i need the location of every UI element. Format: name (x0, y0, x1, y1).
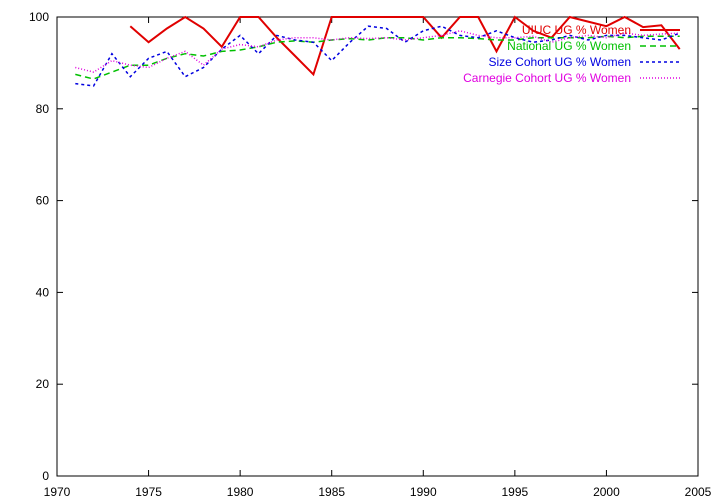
x-tick-label: 1975 (135, 485, 162, 499)
legend-label-4: Carnegie Cohort UG % Women (463, 71, 631, 85)
series-line-4 (75, 30, 680, 73)
series-line-2 (75, 35, 680, 80)
y-tick-label: 80 (36, 102, 50, 116)
x-tick-label: 1980 (227, 485, 254, 499)
y-tick-label: 20 (36, 377, 50, 391)
x-tick-label: 1985 (318, 485, 345, 499)
x-tick-label: 2000 (593, 485, 620, 499)
legend: UIUC UG % Women National UG % Women Size C… (463, 23, 680, 85)
legend-label-3: Size Cohort UG % Women (489, 55, 632, 69)
y-tick-label: 40 (36, 285, 50, 299)
y-tick-label: 100 (29, 10, 49, 24)
series-line-1 (129, 15, 681, 77)
x-tick-label: 1970 (44, 485, 71, 499)
x-tick-label: 1990 (410, 485, 437, 499)
series-group (75, 15, 681, 87)
axis-ticks: 1970 1975 1980 1985 1990 1995 2000 2005 0 20 40 60 8… (29, 10, 712, 499)
plot-frame (56, 16, 699, 477)
x-tick-label: 1995 (502, 485, 529, 499)
x-tick-label: 2005 (685, 485, 712, 499)
legend-label-1: UIUC UG % Women (522, 23, 631, 37)
y-tick-label: 0 (42, 469, 49, 483)
legend-label-2: National UG % Women (507, 39, 631, 53)
y-tick-label: 60 (36, 194, 50, 208)
series-line-3 (75, 25, 680, 87)
